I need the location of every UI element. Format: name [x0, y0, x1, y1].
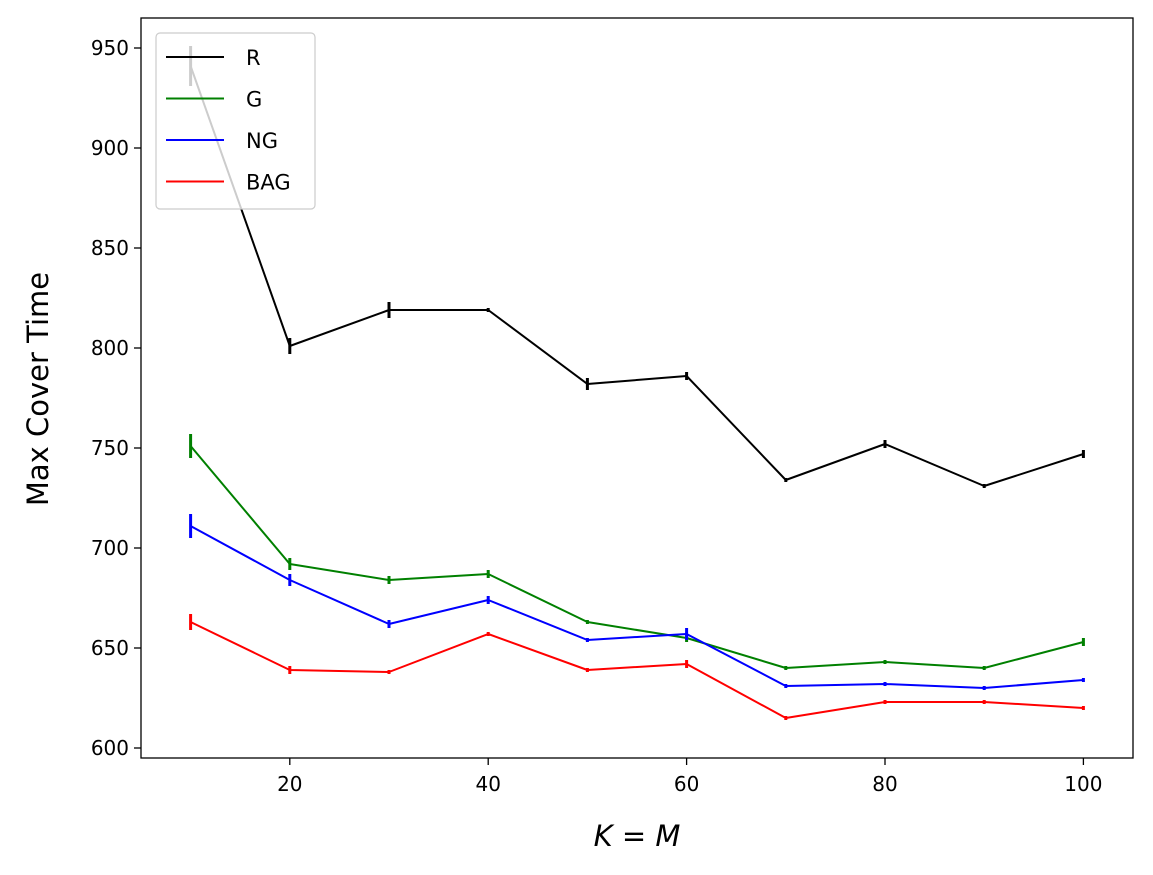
x-tick-label: 100 — [1064, 772, 1102, 796]
y-tick-label: 800 — [91, 336, 129, 360]
legend-label-ng: NG — [246, 129, 278, 153]
y-tick-label: 600 — [91, 736, 129, 760]
series-bag — [189, 614, 1085, 720]
x-axis-label: K = M — [594, 819, 681, 853]
y-tick-label: 900 — [91, 136, 129, 160]
legend-label-bag: BAG — [246, 171, 291, 195]
x-tick-label: 60 — [674, 772, 699, 796]
x-tick-label: 80 — [872, 772, 897, 796]
x-axis: 20 40 60 80 100 — [277, 758, 1102, 796]
legend-label-g: G — [246, 88, 262, 112]
series-line-r — [189, 65, 1084, 487]
y-tick-label: 850 — [91, 236, 129, 260]
y-tick-label: 650 — [91, 636, 129, 660]
series-line-g — [189, 445, 1084, 669]
legend: RG NG BAG — [155, 32, 316, 210]
y-tick-label: 950 — [91, 36, 129, 60]
x-tick-label: 20 — [277, 772, 302, 796]
series-line-ng — [190, 525, 1084, 689]
legend-box — [155, 32, 316, 210]
series-g — [189, 434, 1085, 670]
y-tick-label: 750 — [91, 436, 129, 460]
legend-label-r: R — [246, 46, 261, 70]
series-layer — [189, 46, 1085, 720]
x-tick-label: 40 — [475, 772, 500, 796]
y-axis-label: Max Cover Time — [21, 272, 55, 506]
plot-frame — [140, 17, 1134, 759]
y-axis: 600 650 700 750 800 850 900 950 — [91, 36, 141, 760]
y-tick-label: 700 — [91, 536, 129, 560]
series-line-bag — [190, 621, 1084, 719]
series-ng — [189, 514, 1085, 690]
